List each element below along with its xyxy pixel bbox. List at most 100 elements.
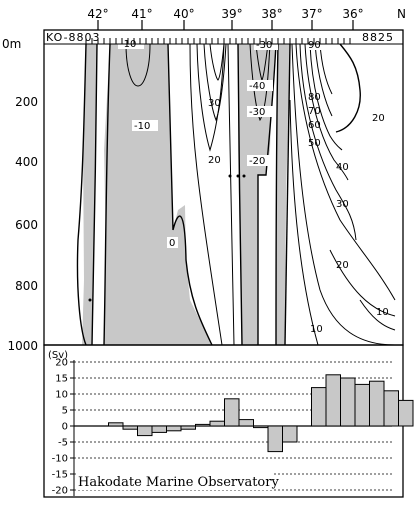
y-tick-label: 10 [55, 390, 68, 401]
contour-label: 20 [372, 113, 385, 124]
contour-label: 50 [308, 138, 321, 149]
bar [238, 419, 254, 427]
depth-tick-label: 1000 [7, 339, 38, 353]
data-point [228, 174, 232, 178]
contour-label: 90 [308, 40, 321, 51]
data-point [236, 174, 240, 178]
contour-label: -10 [134, 121, 150, 132]
bar [311, 387, 327, 427]
bar [267, 425, 283, 453]
contour-label: 30 [208, 98, 221, 109]
shade-region-core [238, 44, 276, 345]
data-point [242, 174, 246, 178]
north-label: N [397, 7, 406, 21]
bar [137, 425, 153, 437]
bar [224, 398, 240, 427]
contour-line [289, 99, 319, 346]
contour-label: 30 [336, 199, 349, 210]
y-tick-label: -5 [58, 438, 68, 449]
latitude-tick-label: 40° [173, 7, 194, 21]
y-tick-label: 5 [62, 406, 68, 417]
depth-tick-label: 0m [2, 37, 21, 51]
contour-line [203, 43, 227, 122]
contour-line [319, 43, 333, 95]
latitude-ticks [97, 20, 354, 30]
contour-line [249, 43, 271, 122]
section-title-left: KO-8803 [46, 31, 101, 44]
y-axis-label: (Sv) [48, 350, 68, 361]
contour-line [291, 43, 396, 346]
contour-line [189, 43, 223, 346]
bar [122, 425, 138, 430]
contour-line [295, 43, 396, 301]
section-title-right: 8825 [362, 31, 394, 44]
contour-label: 0 [169, 238, 175, 249]
y-tick-label: 0 [62, 422, 68, 433]
bar [108, 422, 124, 427]
bar [383, 390, 399, 427]
contour-line [304, 43, 349, 181]
credit-background [76, 472, 272, 490]
shade-region-strip [276, 44, 290, 345]
contour-line [329, 249, 396, 317]
shade-region-broad [104, 44, 212, 345]
contour-label: -30 [256, 40, 272, 51]
contour-label: -20 [249, 156, 265, 167]
contour-line [125, 43, 151, 87]
contour-line [314, 43, 333, 117]
bar-tick-labels: 20 15 10 5 0 -5 -10 -15 -20 [52, 358, 68, 497]
contour-line [76, 43, 87, 346]
latitude-tick-label: 41° [131, 7, 152, 21]
contour-label: 20 [336, 260, 349, 271]
contour-line [284, 43, 291, 346]
contour-line [335, 43, 361, 133]
section-panel: -10 -10 0 -30 -40 -30 -20 30 20 90 80 70… [2, 7, 406, 353]
credit-text: Hakodate Marine Observatory [78, 475, 279, 490]
contour-line [359, 299, 396, 331]
contour-label: 70 [308, 106, 321, 117]
y-tick-label: 20 [55, 358, 68, 369]
latitude-tick-label: 38° [261, 7, 282, 21]
bar [369, 380, 385, 427]
station-ticks [85, 38, 351, 44]
latitude-tick-label: 36° [342, 7, 363, 21]
contour-line [103, 43, 111, 346]
y-tick-label: 15 [55, 374, 68, 385]
depth-tick-label: 200 [15, 95, 38, 109]
depth-tick-label: 800 [15, 279, 38, 293]
contour-label: 40 [336, 162, 349, 173]
contour-label: -30 [249, 107, 265, 118]
bar [340, 377, 356, 427]
transport-panel: (Sv) 20 15 10 5 0 -5 -10 -15 -20 Hakodate Marine… [43, 344, 414, 498]
bar [180, 425, 196, 430]
contour-label: 20 [208, 155, 221, 166]
bar [151, 425, 167, 433]
contour-line [227, 43, 235, 346]
contour-line [91, 43, 98, 346]
bar [209, 420, 225, 427]
latitude-tick-label: 42° [87, 7, 108, 21]
contour-line [209, 43, 225, 81]
contour-line [275, 43, 279, 346]
contour-line [237, 43, 243, 346]
contour-label: 80 [308, 92, 321, 103]
contour-line [299, 43, 357, 241]
data-point [88, 298, 92, 302]
latitude-tick-label: 37° [301, 7, 322, 21]
bar [282, 425, 298, 443]
latitude-tick-label: 39° [221, 7, 242, 21]
y-tick-label: -10 [52, 454, 68, 465]
y-tick-label: -20 [52, 486, 68, 497]
depth-tick-label: 600 [15, 218, 38, 232]
bar [166, 425, 182, 432]
bar-marks [93, 374, 414, 453]
contour-line [257, 43, 277, 345]
contour-label: -40 [249, 81, 265, 92]
bar [398, 399, 414, 427]
contour-label: 10 [376, 307, 389, 318]
contour-label: 60 [308, 120, 321, 131]
bar [195, 423, 211, 427]
y-tick-label: -15 [52, 470, 68, 481]
contour-line [196, 43, 225, 152]
